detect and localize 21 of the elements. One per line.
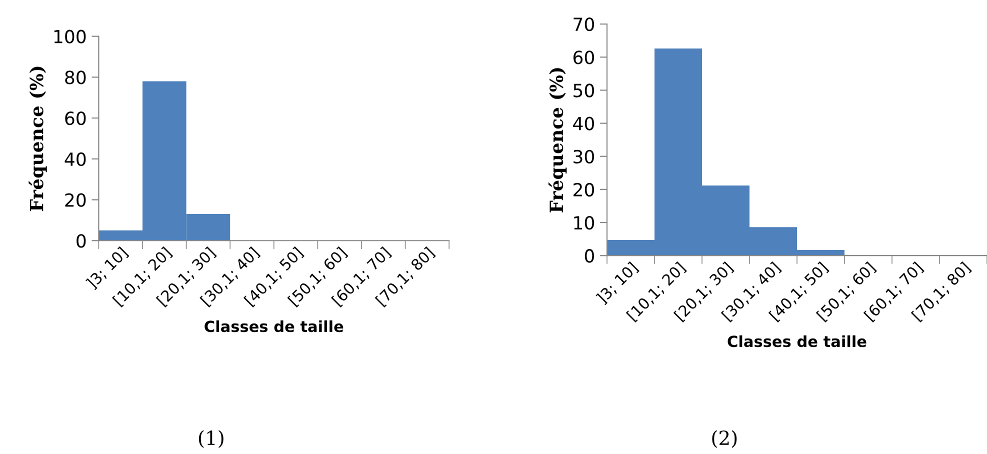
text: (2) <box>712 430 737 448</box>
x-axis-title: Classes de taille <box>728 335 866 348</box>
x-axis-title: Classes de taille <box>204 320 344 332</box>
y-tick-label: 40 <box>64 152 86 166</box>
x-tick-label: ]3; 10] <box>596 261 640 306</box>
y-tick-label: 70 <box>574 18 594 32</box>
y-axis-title: Fréquence (%) <box>28 66 47 212</box>
y-tick-label: 0 <box>584 249 594 263</box>
y-tick-label: 20 <box>574 182 594 197</box>
y-tick-label: 10 <box>574 216 594 230</box>
y-tick-label: 0 <box>76 234 86 248</box>
y-axis-title: Fréquence (%) <box>548 68 567 212</box>
y-tick-label: 40 <box>573 116 594 130</box>
y-tick-label: 30 <box>574 150 594 164</box>
y-tick-label: 100 <box>54 30 86 44</box>
text: (1) <box>198 430 224 448</box>
y-tick-label: 20 <box>65 193 86 207</box>
y-tick-label: 50 <box>574 84 594 98</box>
y-tick-label: 60 <box>65 112 86 126</box>
y-tick-label: 80 <box>65 70 86 84</box>
y-tick-label: 60 <box>573 50 594 64</box>
